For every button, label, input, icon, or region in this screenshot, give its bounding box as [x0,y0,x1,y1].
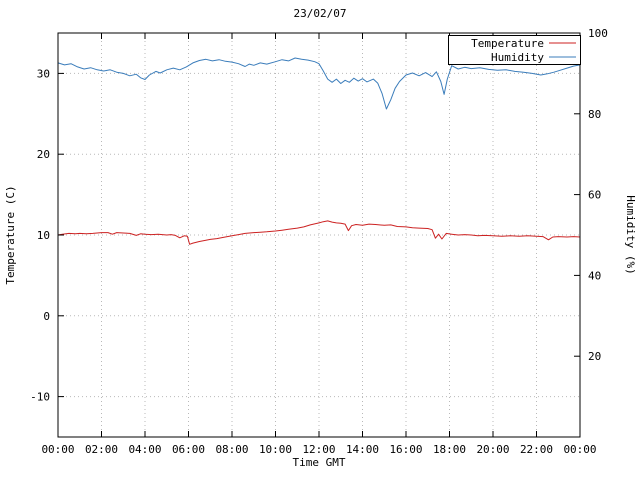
y-left-tick-label: 30 [37,67,50,80]
x-tick-label: 10:00 [259,443,292,456]
x-tick-label: 00:00 [41,443,74,456]
x-tick-label: 20:00 [476,443,509,456]
legend: Temperature Humidity [448,35,581,65]
x-tick-label: 00:00 [563,443,596,456]
axes-layer: 00:00 02:00 04:00 06:00 08:00 10:00 12:00 14:00… [30,27,608,456]
humidity-line [57,57,581,110]
y-axis-left-label: Temperature (C) [4,185,17,284]
x-tick-label: 02:00 [85,443,118,456]
y-right-tick-label: 40 [588,269,601,282]
legend-box [448,35,581,65]
y-axis-right-label: Humidity (%) [624,195,637,274]
y-left-tick-label: 20 [37,148,50,161]
x-tick-label: 04:00 [128,443,161,456]
x-axis-label: Time GMT [293,456,346,469]
x-tick-label: 06:00 [172,443,205,456]
y-right-tick-label: 80 [588,108,601,121]
x-tick-label: 22:00 [520,443,553,456]
y-right-tick-label: 60 [588,189,601,202]
x-tick-label: 12:00 [302,443,335,456]
legend-label-temperature: Temperature [471,37,544,50]
y-left-tick-label: -10 [30,391,50,404]
x-tick-label: 14:00 [346,443,379,456]
x-tick-label: 08:00 [215,443,248,456]
y-right-tick-label: 100 [588,27,608,40]
legend-label-humidity: Humidity [491,51,544,64]
y-right-tick-label: 20 [588,350,601,363]
temperature-line [57,220,581,245]
x-tick-label: 18:00 [433,443,466,456]
x-tick-label: 16:00 [389,443,422,456]
series-layer [57,57,581,245]
y-left-tick-label: 0 [43,310,50,323]
plot-border [57,32,581,438]
y-left-tick-label: 10 [37,229,50,242]
chart-title: 23/02/07 [294,7,347,20]
